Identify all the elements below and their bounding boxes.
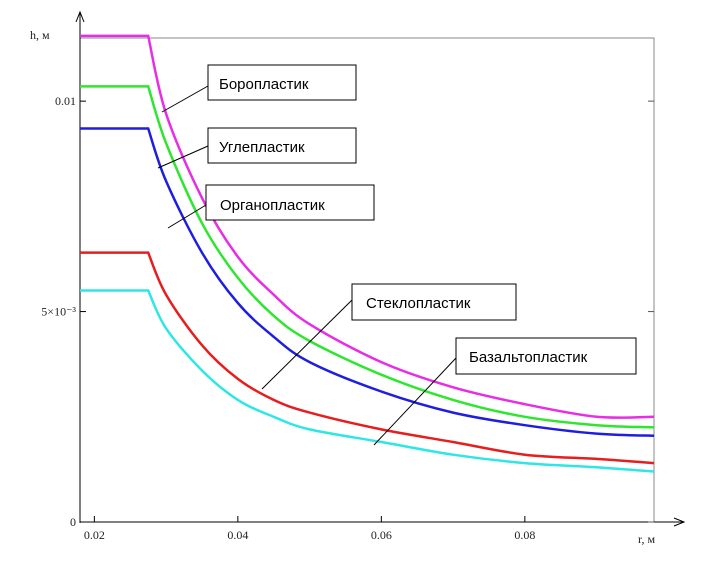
annotation-bazaltopl: Базальтопластик	[373, 337, 637, 446]
annotation-boropl: Боропластик	[161, 64, 357, 113]
x-tick-label: 0.04	[227, 528, 248, 542]
annotation-organopl: Органопластик	[167, 184, 375, 229]
series-line	[80, 251, 655, 465]
ticks-group: 0.02 0.04 0.06 0.08 0 5×10⁻³ 0.01	[41, 94, 654, 542]
x-axis-arrow	[673, 517, 686, 527]
leader-line	[373, 357, 457, 446]
leader-line	[157, 145, 209, 169]
series-line	[80, 85, 655, 429]
x-tick-label: 0.02	[84, 528, 105, 542]
y-tick-label: 0	[70, 515, 76, 529]
annotation-uglepl: Углепластик	[157, 127, 357, 169]
y-axis-label: h, м	[30, 28, 50, 42]
series-line	[80, 34, 655, 419]
leader-line	[161, 85, 209, 113]
label-box	[351, 283, 517, 321]
label-text: Базальтопластик	[469, 349, 588, 366]
label-box	[207, 64, 357, 101]
series-line	[80, 289, 655, 473]
series-line	[80, 127, 655, 437]
label-box	[205, 184, 375, 221]
label-text: Стеклопластик	[366, 295, 471, 312]
leader-line	[167, 204, 207, 229]
x-tick-label: 0.06	[371, 528, 392, 542]
y-tick-label: 0.01	[55, 94, 76, 108]
label-text: Боропластик	[219, 76, 309, 93]
series-group	[80, 34, 655, 473]
leader-line	[261, 299, 353, 390]
label-box	[207, 127, 357, 164]
label-text: Углепластик	[219, 139, 305, 156]
x-tick-label: 0.08	[514, 528, 535, 542]
y-tick-label: 5×10⁻³	[41, 305, 76, 319]
label-box	[455, 337, 637, 375]
label-text: Органопластик	[220, 197, 325, 214]
y-axis-arrow	[75, 10, 85, 23]
annotation-steklopl: Стеклопластик	[261, 283, 517, 390]
x-axis-label: r, м	[638, 532, 656, 546]
